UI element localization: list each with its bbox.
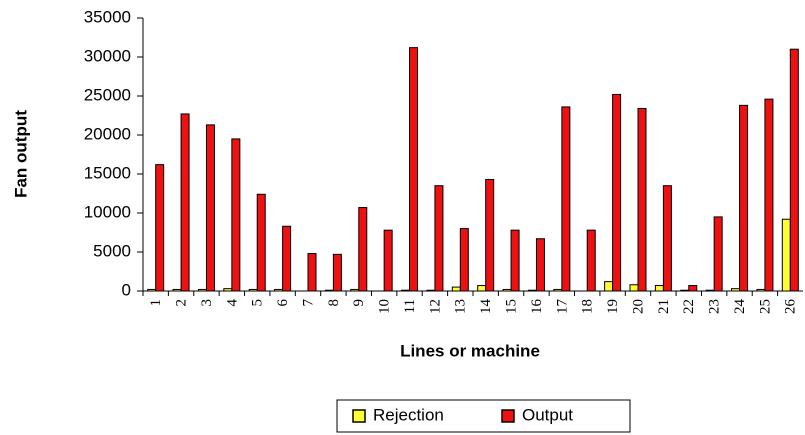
bar <box>477 285 487 292</box>
x-tick-label: 3 <box>199 299 215 307</box>
bar <box>282 225 292 292</box>
legend-swatch <box>352 409 366 423</box>
bar <box>612 93 622 292</box>
x-tick-label: 15 <box>504 299 520 314</box>
bar <box>383 229 393 292</box>
x-tick-label: 24 <box>732 299 748 315</box>
x-tick-label: 11 <box>402 299 418 313</box>
bar <box>637 107 647 292</box>
y-tick-label: 0 <box>122 280 131 299</box>
bar <box>713 216 723 292</box>
x-tick-label: 22 <box>681 299 697 314</box>
bar <box>629 284 639 292</box>
x-axis-label: Lines or machine <box>400 341 540 360</box>
x-tick-label: 5 <box>250 299 266 307</box>
x-tick-label: 13 <box>453 299 469 314</box>
y-tick-label: 20000 <box>84 124 131 143</box>
x-tick-label: 14 <box>478 299 494 315</box>
bar <box>307 253 317 292</box>
bar <box>688 285 698 292</box>
x-tick-label: 21 <box>656 299 672 314</box>
bar <box>781 218 791 292</box>
bar <box>409 47 419 292</box>
x-tick-label: 20 <box>630 299 646 314</box>
bar <box>764 98 774 292</box>
legend-swatch <box>501 409 515 423</box>
x-tick-label: 23 <box>707 299 723 314</box>
x-tick-label: 8 <box>326 299 342 307</box>
x-tick-label: 18 <box>580 299 596 314</box>
x-tick-label: 19 <box>605 299 621 314</box>
x-tick-label: 1 <box>148 299 164 307</box>
bar <box>256 193 266 292</box>
x-tick-label: 9 <box>351 299 367 307</box>
x-tick-label: 6 <box>275 299 291 307</box>
bar <box>231 138 241 292</box>
x-tick-label: 4 <box>224 299 240 307</box>
legend-label: Output <box>522 405 573 424</box>
y-axis-label: Fan output <box>11 110 30 198</box>
bar <box>434 185 444 292</box>
x-tick-label: 25 <box>757 299 773 314</box>
bar <box>662 185 672 292</box>
x-tick-label: 26 <box>783 299 799 315</box>
bar <box>789 48 799 292</box>
x-tick-label: 12 <box>427 299 443 314</box>
legend-label: Rejection <box>373 405 444 424</box>
legend-box <box>336 399 631 433</box>
y-tick-label: 30000 <box>84 46 131 65</box>
bar <box>205 124 215 292</box>
bar <box>332 253 342 292</box>
bar <box>561 106 571 292</box>
y-tick-label: 10000 <box>84 202 131 221</box>
bar <box>459 228 469 292</box>
x-tick-label: 2 <box>174 299 190 307</box>
bar <box>155 164 165 292</box>
bar <box>654 285 664 292</box>
y-tick-label: 25000 <box>84 85 131 104</box>
bar <box>739 104 749 292</box>
bar <box>510 229 520 292</box>
bar <box>358 207 368 292</box>
bar <box>535 238 545 292</box>
bar <box>604 281 614 292</box>
x-tick-label: 7 <box>300 299 316 307</box>
x-tick-label: 16 <box>529 299 545 315</box>
x-tick-label: 17 <box>554 299 570 315</box>
bar <box>180 113 190 292</box>
bar <box>451 286 461 292</box>
x-tick-label: 10 <box>377 299 393 314</box>
y-tick-label: 15000 <box>84 163 131 182</box>
y-tick-label: 35000 <box>84 7 131 26</box>
bar <box>485 178 495 292</box>
y-tick-label: 5000 <box>93 241 131 260</box>
bar <box>586 229 596 292</box>
